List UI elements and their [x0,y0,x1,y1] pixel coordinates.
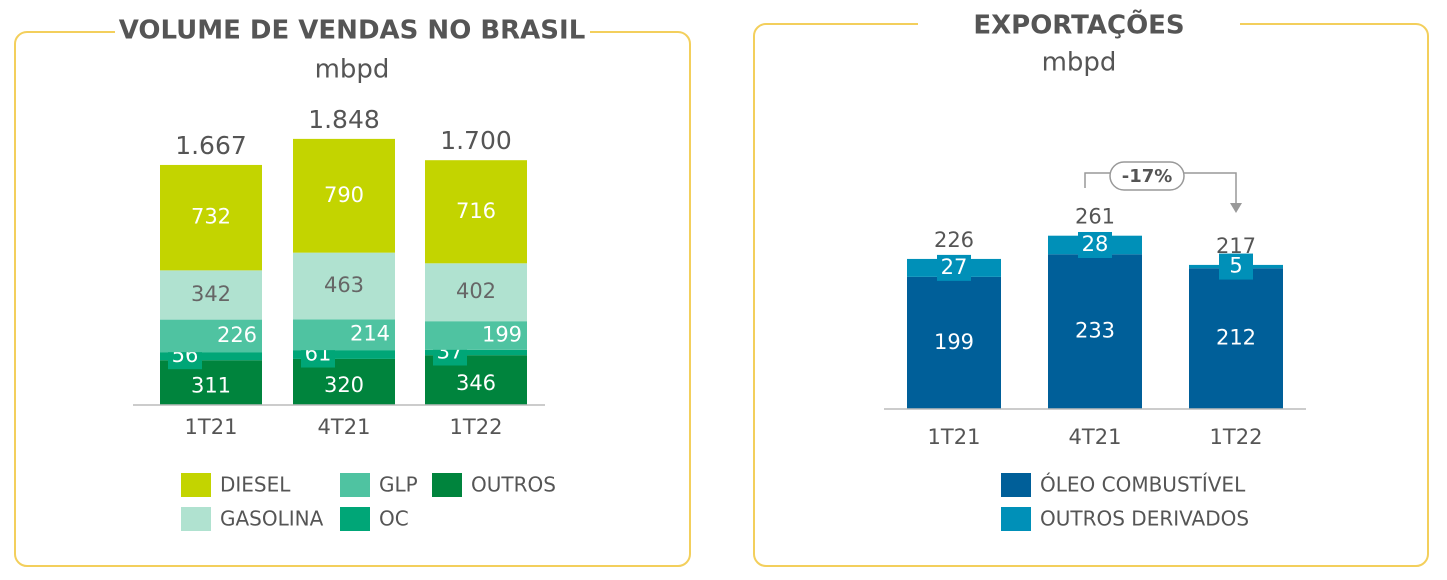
chart-title: VOLUME DE VENDAS NO BRASIL [119,16,586,46]
data-label: 790 [324,183,364,207]
legend-swatch [1001,473,1031,497]
title-gap [918,6,1240,42]
legend-label: OUTROS [471,473,556,497]
bar-segment [293,138,395,253]
label-box [1078,231,1112,258]
legend-swatch [432,473,462,497]
data-label: 199 [482,323,522,347]
bar-segment [293,252,395,320]
data-label: 214 [350,322,390,346]
chart-subtitle: mbpd [315,55,390,85]
annotation-pill [1109,161,1185,191]
total-label: 261 [1075,205,1115,229]
arrow-head [1230,203,1242,213]
bar-segment [160,352,262,361]
x-tick-label: 1T22 [1210,425,1263,449]
data-label: 311 [191,374,231,398]
x-tick-label: 4T21 [1069,425,1122,449]
data-label: 28 [1082,232,1109,256]
bar-segment [425,349,527,356]
legend-label: GLP [379,473,418,497]
data-label: 463 [324,273,364,297]
bar-segment [293,350,395,359]
bar-segment [1048,254,1142,409]
x-tick-label: 1T21 [928,425,981,449]
annotation: -17% [1122,166,1173,187]
bar-segment [907,276,1001,409]
legend-label: ÓLEO COMBUSTÍVEL [1040,473,1246,497]
bar-segment [1189,268,1283,409]
data-label: 402 [456,279,496,303]
legend-swatch [1001,507,1031,531]
data-label: 5 [1229,254,1242,278]
data-label: 233 [1075,319,1115,343]
data-label: 320 [324,373,364,397]
data-label: 346 [456,371,496,395]
data-label: 226 [217,323,257,347]
total-label: 217 [1216,234,1256,258]
bar-segment [160,164,262,271]
data-label: 716 [456,199,496,223]
bar-segment [425,263,527,322]
total-label: 1.848 [308,105,380,134]
data-label: 342 [191,282,231,306]
total-label: 226 [934,228,974,252]
legend-swatch [181,507,211,531]
data-label: 212 [1216,326,1256,350]
x-tick-label: 1T21 [185,415,238,439]
data-label: 27 [941,255,968,279]
total-label: 1.667 [175,131,247,160]
data-label: 199 [934,330,974,354]
bar-segment [425,160,527,264]
legend-label: OUTROS DERIVADOS [1040,507,1249,531]
legend-label: OC [379,507,409,531]
legend-swatch [340,473,370,497]
total-label: 1.700 [440,126,512,155]
bar-segment [160,319,262,353]
legend-label: DIESEL [220,473,291,497]
data-label: 732 [191,205,231,229]
legend-swatch [181,473,211,497]
bar-segment [160,270,262,320]
bar-segment [293,319,395,351]
legend-label: GASOLINA [220,507,324,531]
label-box [937,254,971,281]
title-gap [115,14,590,50]
bar-segment [425,321,527,350]
label-box [1219,253,1253,280]
legend-swatch [340,507,370,531]
chart-title: EXPORTAÇÕES [973,9,1184,41]
x-tick-label: 4T21 [318,415,371,439]
x-tick-label: 1T22 [450,415,503,439]
chart-subtitle: mbpd [1042,48,1117,78]
